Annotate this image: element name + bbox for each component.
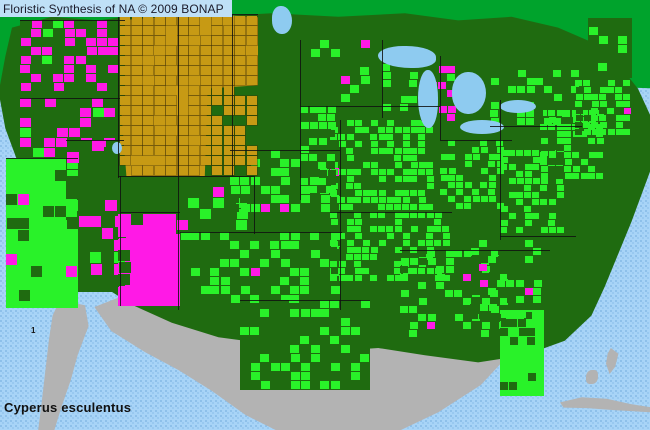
map-title-banner: Floristic Synthesis of NA © 2009 BONAP [0, 0, 232, 17]
species-name-caption: Cyperus esculentus [4, 400, 132, 415]
bahamas-island-south [586, 370, 598, 384]
map-title-text: Floristic Synthesis of NA © 2009 BONAP [3, 1, 224, 16]
pacific-index-marker: 1 [31, 326, 36, 335]
